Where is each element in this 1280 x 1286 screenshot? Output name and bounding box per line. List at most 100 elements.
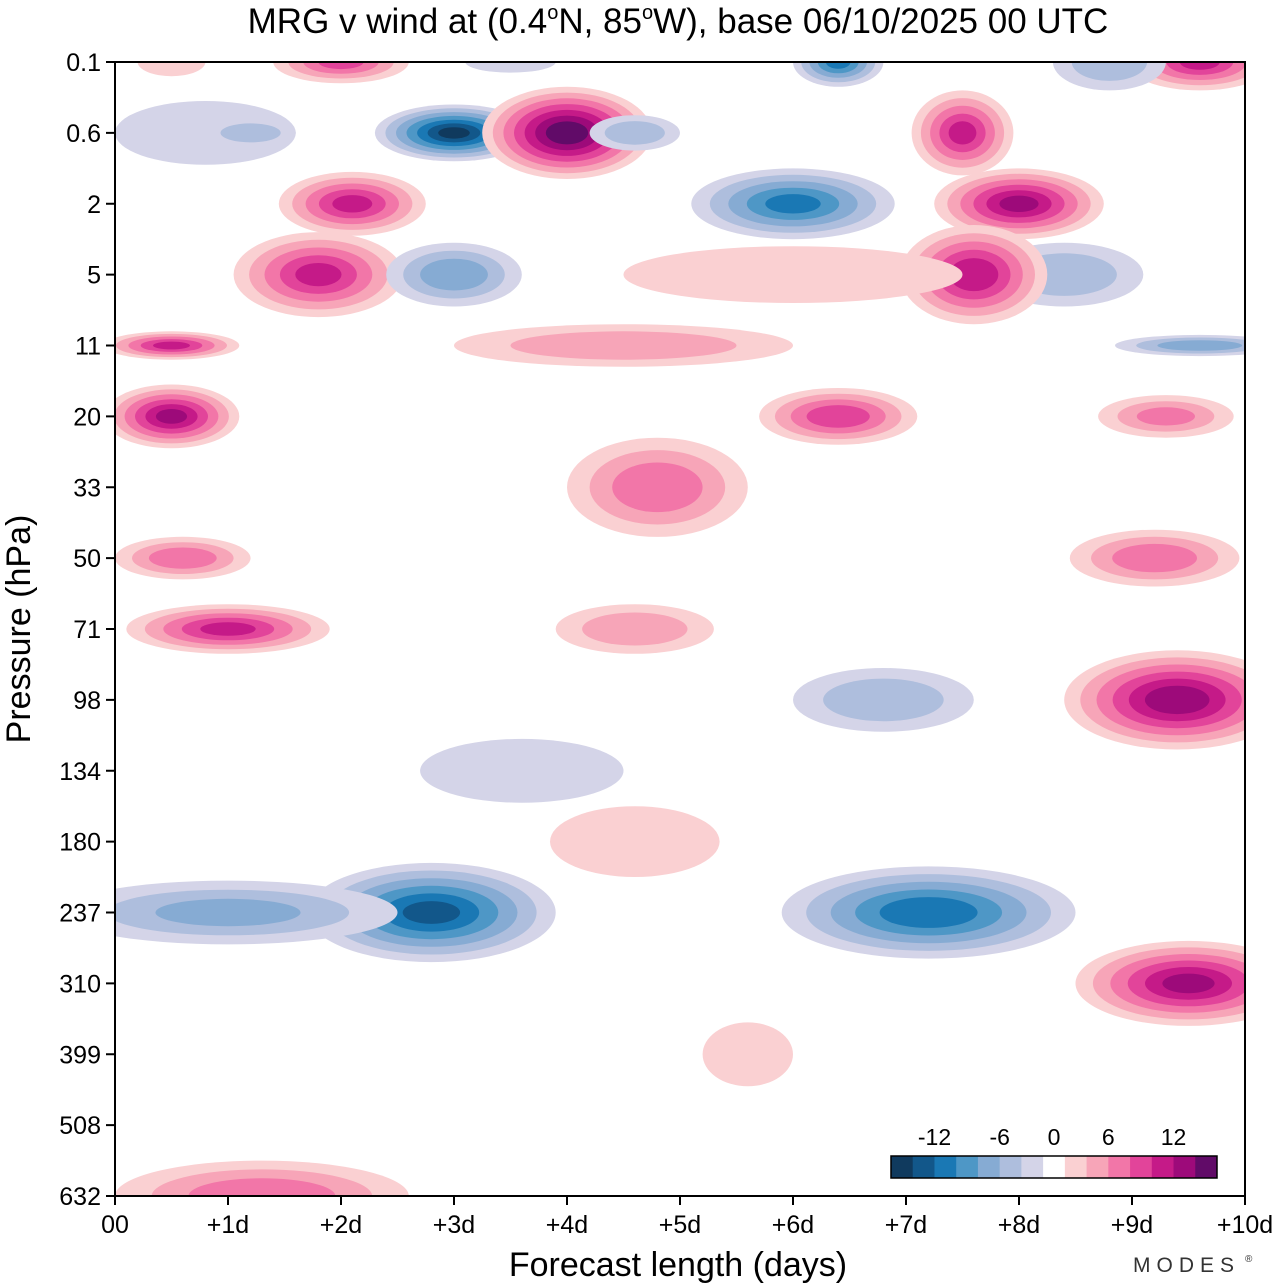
contour-cell bbox=[793, 62, 884, 87]
contour-band bbox=[550, 806, 720, 877]
contour-band bbox=[1179, 62, 1220, 70]
contour-cell bbox=[900, 225, 1048, 325]
y-tick-label: 310 bbox=[59, 970, 101, 998]
contour-band bbox=[295, 263, 342, 287]
contour-cell bbox=[1098, 395, 1234, 438]
x-tick-label: +2d bbox=[320, 1211, 362, 1239]
x-tick-label: 00 bbox=[101, 1211, 129, 1239]
colorbar: -12 -6 0 6 12 bbox=[889, 1122, 1219, 1182]
contour-band bbox=[510, 331, 737, 360]
contour-cell bbox=[589, 115, 680, 151]
colorbar-swatch bbox=[891, 1156, 914, 1178]
contour-cell bbox=[781, 866, 1076, 959]
contour-band bbox=[582, 612, 688, 646]
y-axis-title: Pressure (hPa) bbox=[0, 515, 38, 744]
contour-cell bbox=[205, 118, 296, 148]
contour-band bbox=[604, 121, 665, 145]
contour-cell bbox=[307, 862, 556, 963]
contour-band bbox=[188, 1178, 336, 1196]
contour-cell bbox=[702, 1022, 793, 1087]
colorbar-swatch bbox=[1173, 1156, 1196, 1178]
colorbar-swatch bbox=[1151, 1156, 1175, 1178]
contour-cell bbox=[115, 880, 398, 945]
contour-band bbox=[948, 121, 977, 145]
y-tick-label: 11 bbox=[75, 333, 101, 361]
x-tick-label: +10d bbox=[1217, 1211, 1273, 1239]
contour-cell bbox=[1075, 940, 1245, 1026]
contour-band bbox=[612, 462, 703, 513]
chart-title: MRG v wind at (0.4oN, 85oW), base 06/10/… bbox=[248, 2, 1109, 41]
colorbar-tick-label: 6 bbox=[1102, 1124, 1115, 1150]
colorbar-tick-label: -12 bbox=[918, 1124, 951, 1150]
y-tick-label: 2 bbox=[87, 191, 101, 219]
contour-cell bbox=[1064, 650, 1245, 750]
contour-band bbox=[623, 246, 963, 303]
contour-band bbox=[420, 738, 624, 803]
contour-band bbox=[420, 258, 488, 291]
contour-cell bbox=[555, 604, 714, 654]
contour-band bbox=[806, 405, 870, 428]
contour-band bbox=[465, 62, 556, 73]
contour-cell bbox=[115, 1160, 409, 1196]
contour-cell bbox=[386, 242, 522, 307]
colorbar-tick-label: 0 bbox=[1048, 1124, 1061, 1150]
x-tick-label: +8d bbox=[998, 1211, 1040, 1239]
contour-cell bbox=[420, 738, 624, 803]
contour-cell bbox=[465, 62, 556, 73]
contour-band bbox=[438, 127, 470, 139]
contour-band bbox=[1162, 973, 1215, 994]
colorbar-swatch bbox=[1195, 1156, 1218, 1178]
contour-band bbox=[137, 62, 206, 77]
contour-cell bbox=[374, 104, 534, 162]
contour-cell bbox=[1115, 334, 1245, 357]
contour-cell bbox=[1126, 62, 1245, 91]
contour-cell bbox=[233, 232, 404, 318]
contour-cell bbox=[911, 90, 1014, 176]
y-tick-label: 20 bbox=[73, 403, 101, 431]
contour-cell bbox=[567, 437, 748, 537]
contour-cell bbox=[115, 101, 296, 165]
colorbar-swatch bbox=[912, 1156, 935, 1178]
colorbar-swatch bbox=[934, 1156, 957, 1178]
contour-band bbox=[153, 341, 190, 350]
contour-cell bbox=[759, 388, 918, 445]
x-tick-label: +7d bbox=[885, 1211, 927, 1239]
y-tick-label: 399 bbox=[59, 1041, 101, 1069]
y-tick-label: 5 bbox=[87, 262, 101, 290]
y-tick-label: 180 bbox=[59, 829, 101, 857]
contour-cell bbox=[126, 604, 330, 654]
contour-field bbox=[115, 62, 1245, 1196]
contour-band bbox=[155, 898, 301, 927]
contour-cell bbox=[115, 331, 240, 360]
colorbar-swatch bbox=[1130, 1156, 1153, 1178]
contour-cell bbox=[691, 168, 895, 240]
y-tick-label: 237 bbox=[59, 900, 101, 928]
y-tick-label: 71 bbox=[73, 616, 101, 644]
y-axis: 0.1 0.6 2 5 11 20 33 50 71 98 134 180 237 310 399 508 63… bbox=[59, 49, 115, 1211]
contour-band bbox=[332, 195, 373, 213]
contour-band bbox=[949, 258, 999, 292]
y-tick-label: 50 bbox=[73, 545, 101, 573]
y-tick-label: 98 bbox=[73, 687, 101, 715]
colorbar-swatch bbox=[956, 1156, 979, 1178]
contour-band bbox=[1112, 543, 1197, 573]
contour-band bbox=[879, 897, 978, 928]
x-tick-label: +9d bbox=[1111, 1211, 1153, 1239]
contour-band bbox=[200, 622, 256, 636]
colorbar-swatch bbox=[1064, 1156, 1088, 1178]
contour-cell bbox=[550, 806, 720, 877]
contour-band bbox=[155, 409, 188, 424]
contour-band bbox=[999, 195, 1039, 212]
colorbar-tick-label: 12 bbox=[1161, 1124, 1187, 1150]
contour-cell bbox=[137, 62, 206, 77]
x-tick-label: +5d bbox=[659, 1211, 701, 1239]
colorbar-swatch bbox=[1086, 1156, 1109, 1178]
contour-cell bbox=[482, 86, 652, 179]
x-tick-label: +1d bbox=[207, 1211, 249, 1239]
contour-band bbox=[702, 1022, 793, 1087]
contour-cell bbox=[1052, 62, 1166, 91]
contour-band bbox=[1136, 407, 1195, 426]
y-tick-label: 0.6 bbox=[66, 120, 101, 148]
colorbar-tick-label: -6 bbox=[989, 1124, 1009, 1150]
